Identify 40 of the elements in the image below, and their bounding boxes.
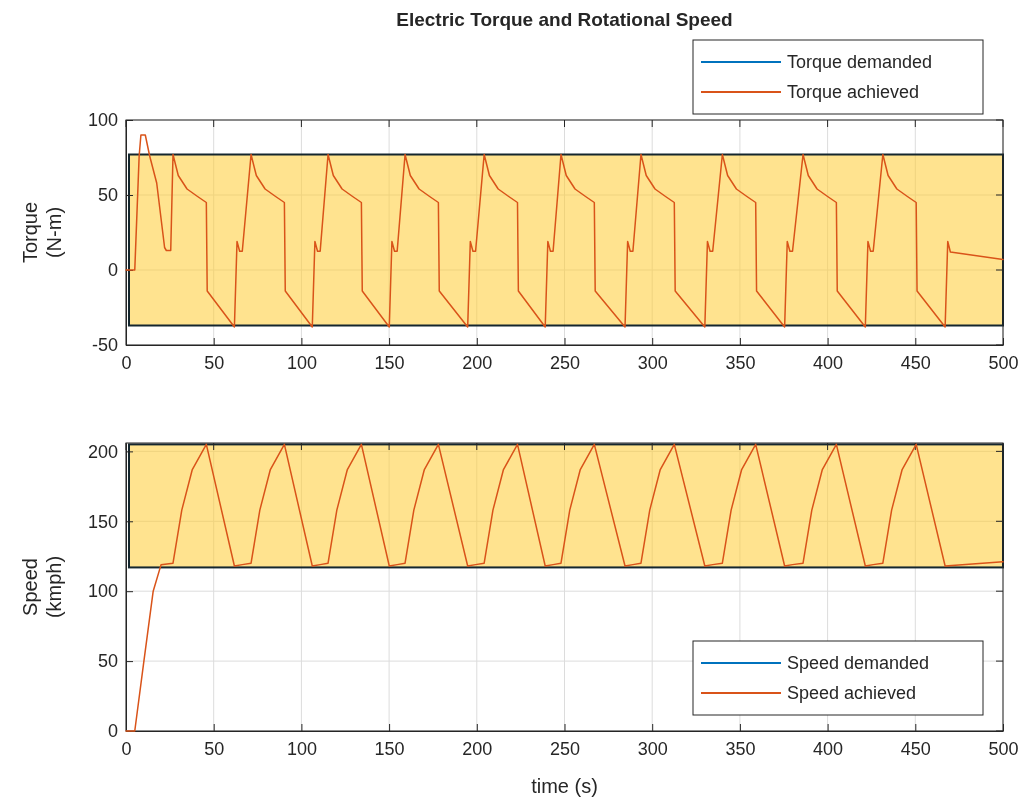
x-tick-label: 0 bbox=[121, 352, 132, 373]
line-series bbox=[125, 443, 1004, 732]
x-tick-label: 450 bbox=[900, 352, 931, 373]
y-tick-label: -50 bbox=[91, 335, 118, 356]
x-axis-title: time (s) bbox=[531, 775, 598, 797]
x-tick-label: 150 bbox=[374, 738, 405, 759]
x-tick-label: 350 bbox=[725, 738, 756, 759]
legend-label: Speed achieved bbox=[787, 683, 917, 703]
x-tick-label: 400 bbox=[813, 738, 844, 759]
x-tick-label: 500 bbox=[988, 738, 1019, 759]
x-tick-label: 100 bbox=[286, 352, 317, 373]
legend-label: Torque achieved bbox=[787, 82, 920, 102]
y-tick-label: 0 bbox=[107, 721, 118, 742]
y-tick-label: 50 bbox=[97, 651, 118, 672]
y-tick-label: 150 bbox=[87, 511, 118, 532]
y-axis-title: Torque (N-m) bbox=[19, 201, 65, 264]
x-tick-label: 400 bbox=[813, 352, 844, 373]
legend-label: Torque demanded bbox=[787, 52, 933, 72]
y-tick-label: 0 bbox=[107, 260, 118, 281]
x-tick-label: 250 bbox=[549, 352, 581, 373]
y-tick-label: 100 bbox=[87, 581, 118, 602]
chart-title: Electric Torque and Rotational Speed bbox=[396, 9, 733, 30]
x-tick-label: 50 bbox=[204, 738, 225, 759]
x-tick-label: 0 bbox=[121, 738, 132, 759]
x-tick-label: 200 bbox=[462, 352, 493, 373]
legend-label: Speed demanded bbox=[787, 653, 930, 673]
x-tick-label: 100 bbox=[286, 738, 317, 759]
x-tick-label: 200 bbox=[462, 738, 493, 759]
y-axis-title: Speed (kmph) bbox=[19, 555, 65, 619]
y-tick-label: 100 bbox=[87, 110, 118, 131]
x-tick-label: 300 bbox=[637, 352, 668, 373]
x-tick-label: 50 bbox=[204, 352, 225, 373]
x-tick-label: 150 bbox=[374, 352, 405, 373]
x-tick-label: 450 bbox=[900, 738, 931, 759]
x-tick-label: 500 bbox=[988, 352, 1019, 373]
x-tick-label: 300 bbox=[637, 738, 668, 759]
x-tick-label: 350 bbox=[725, 352, 756, 373]
y-tick-label: 50 bbox=[97, 185, 118, 206]
y-tick-label: 200 bbox=[87, 441, 118, 462]
x-tick-label: 250 bbox=[549, 738, 581, 759]
